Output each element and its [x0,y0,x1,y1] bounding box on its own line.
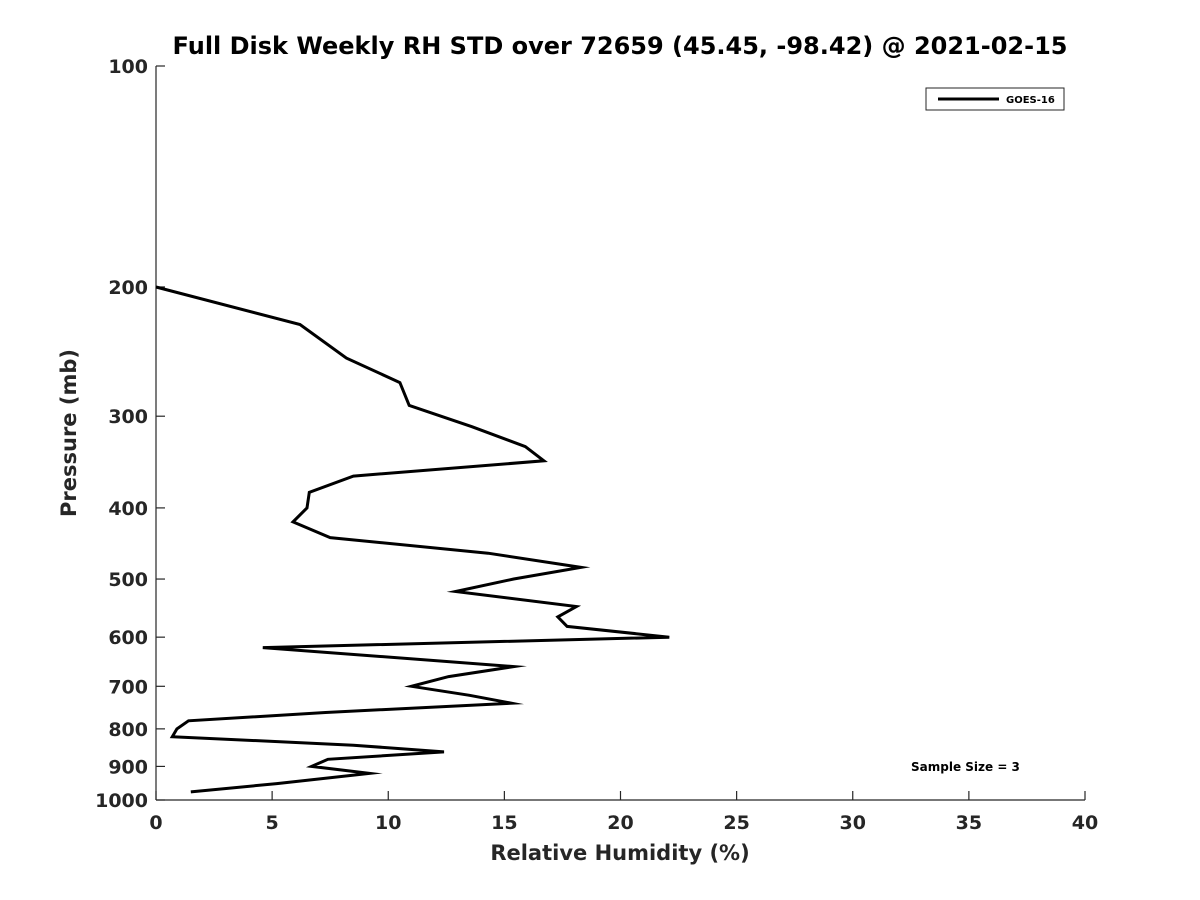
legend-entry-goes-16: GOES-16 [1006,95,1055,106]
x-axis-ticks: 0 5 10 15 20 25 30 35 40 [149,791,1098,834]
x-tick-label-15: 15 [491,812,517,834]
y-tick-label-300: 300 [108,406,148,428]
series-layer [155,285,670,794]
chart-title: Full Disk Weekly RH STD over 72659 (45.4… [173,32,1068,60]
x-tick-label-0: 0 [149,812,162,834]
y-tick-label-800: 800 [108,719,148,741]
sample-size-annotation: Sample Size = 3 [911,760,1020,774]
y-tick-label-500: 500 [108,569,148,591]
y-tick-label-700: 700 [108,676,148,698]
legend: GOES-16 [925,87,1065,111]
x-tick-label-5: 5 [266,812,279,834]
x-tick-label-20: 20 [607,812,633,834]
y-tick-label-600: 600 [108,627,148,649]
y-tick-label-1000: 1000 [95,790,148,812]
x-tick-label-30: 30 [840,812,866,834]
series-line-goes-16 [155,285,670,794]
y-tick-label-900: 900 [108,756,148,778]
x-tick-label-40: 40 [1072,812,1098,834]
x-axis-label: Relative Humidity (%) [490,841,749,865]
plot-area: 0 5 10 15 20 25 30 35 40 100 200 300 400 500 600 700 80… [95,56,1098,834]
x-tick-label-35: 35 [956,812,982,834]
y-axis-ticks: 100 200 300 400 500 600 700 800 900 1000 [95,56,165,812]
y-tick-label-100: 100 [108,56,148,78]
x-tick-label-25: 25 [723,812,749,834]
y-tick-label-400: 400 [108,498,148,520]
y-axis-label: Pressure (mb) [57,349,81,517]
x-tick-label-10: 10 [375,812,401,834]
y-tick-label-200: 200 [108,277,148,299]
